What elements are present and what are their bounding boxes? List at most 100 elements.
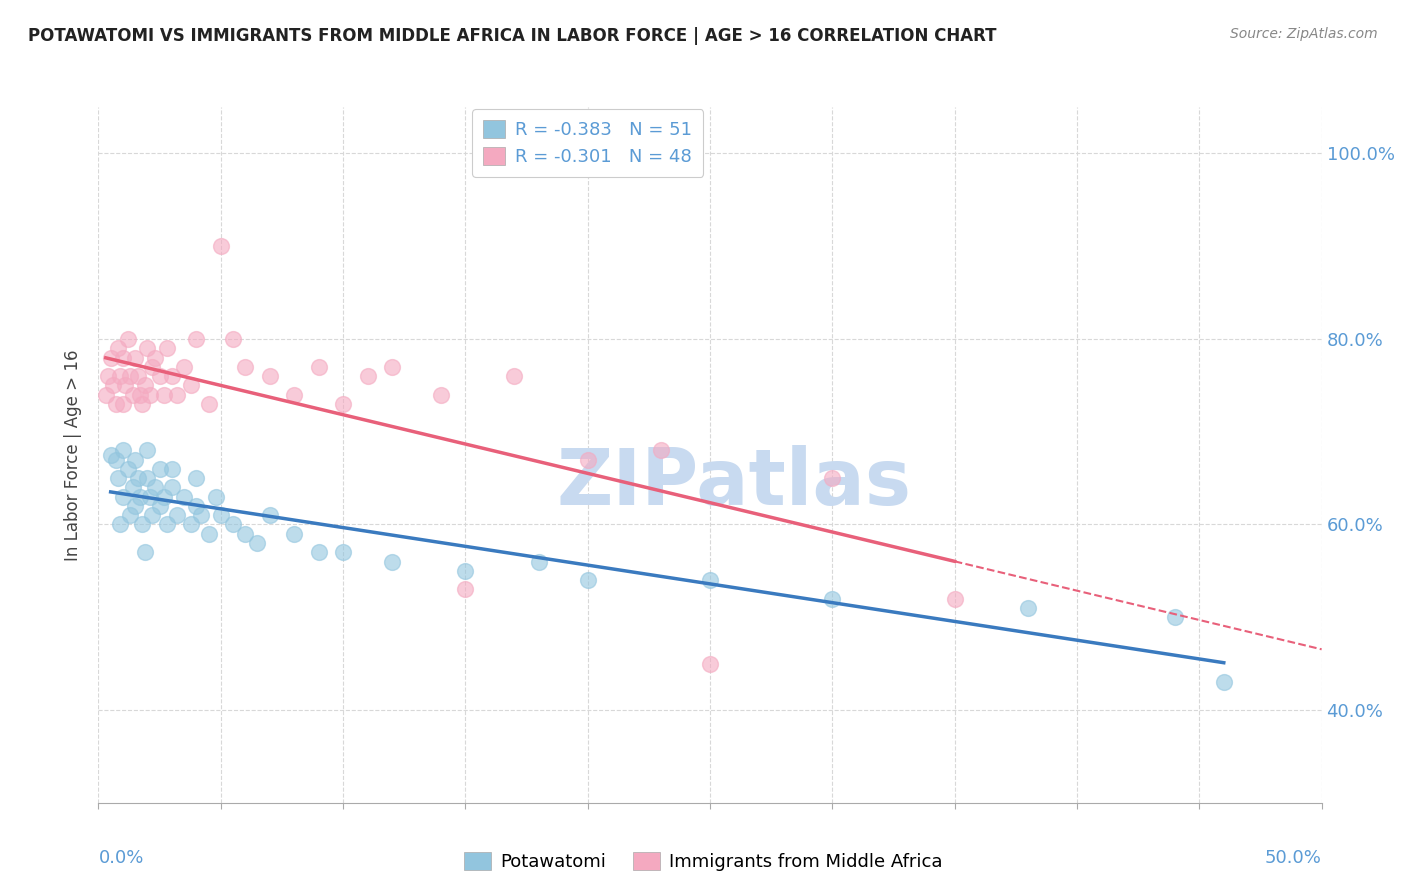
Point <box>454 564 477 578</box>
Point <box>308 545 330 559</box>
Point <box>104 452 127 467</box>
Point <box>222 517 245 532</box>
Point <box>141 359 163 374</box>
Point <box>111 490 134 504</box>
Point <box>100 351 122 365</box>
Point <box>100 448 122 462</box>
Point <box>650 443 672 458</box>
Point <box>114 378 136 392</box>
Point <box>173 359 195 374</box>
Point <box>186 332 208 346</box>
Point <box>131 397 153 411</box>
Point <box>821 471 844 485</box>
Point <box>205 490 228 504</box>
Text: Source: ZipAtlas.com: Source: ZipAtlas.com <box>1230 27 1378 41</box>
Point <box>110 369 132 384</box>
Point <box>134 545 156 559</box>
Point <box>97 369 120 384</box>
Point <box>153 387 176 401</box>
Point <box>308 359 330 374</box>
Point <box>136 443 159 458</box>
Point <box>259 508 281 523</box>
Point <box>197 526 219 541</box>
Point <box>136 471 159 485</box>
Point <box>527 555 550 569</box>
Point <box>356 369 378 384</box>
Point <box>127 369 149 384</box>
Point <box>143 480 166 494</box>
Point <box>283 387 305 401</box>
Point <box>120 508 142 523</box>
Point <box>209 508 232 523</box>
Point <box>104 397 127 411</box>
Point <box>246 536 269 550</box>
Point <box>233 526 256 541</box>
Point <box>117 332 139 346</box>
Point <box>149 499 172 513</box>
Point <box>124 499 146 513</box>
Point <box>180 517 202 532</box>
Point <box>943 591 966 606</box>
Point <box>120 369 142 384</box>
Point <box>332 397 354 411</box>
Point <box>381 359 404 374</box>
Point <box>143 351 166 365</box>
Point <box>160 369 183 384</box>
Legend: R = -0.383   N = 51, R = -0.301   N = 48: R = -0.383 N = 51, R = -0.301 N = 48 <box>472 109 703 177</box>
Point <box>129 490 152 504</box>
Point <box>129 387 152 401</box>
Point <box>127 471 149 485</box>
Text: 50.0%: 50.0% <box>1265 849 1322 867</box>
Point <box>156 341 179 355</box>
Point <box>111 443 134 458</box>
Point <box>111 351 134 365</box>
Point <box>101 378 124 392</box>
Point <box>503 369 526 384</box>
Point <box>222 332 245 346</box>
Point <box>699 657 721 671</box>
Point <box>124 452 146 467</box>
Point <box>134 378 156 392</box>
Point <box>94 387 117 401</box>
Point <box>454 582 477 597</box>
Point <box>107 341 129 355</box>
Point <box>180 378 202 392</box>
Point <box>156 517 179 532</box>
Point <box>139 490 162 504</box>
Point <box>1212 675 1234 690</box>
Point <box>332 545 354 559</box>
Point <box>576 452 599 467</box>
Point <box>186 471 208 485</box>
Text: 0.0%: 0.0% <box>98 849 143 867</box>
Point <box>149 369 172 384</box>
Point <box>149 462 172 476</box>
Point <box>153 490 176 504</box>
Point <box>124 351 146 365</box>
Point <box>186 499 208 513</box>
Point <box>166 508 188 523</box>
Point <box>160 480 183 494</box>
Text: POTAWATOMI VS IMMIGRANTS FROM MIDDLE AFRICA IN LABOR FORCE | AGE > 16 CORRELATIO: POTAWATOMI VS IMMIGRANTS FROM MIDDLE AFR… <box>28 27 997 45</box>
Point <box>190 508 212 523</box>
Text: ZIPatlas: ZIPatlas <box>557 445 912 521</box>
Point <box>121 480 143 494</box>
Point <box>139 387 162 401</box>
Point <box>821 591 844 606</box>
Point <box>699 573 721 587</box>
Point <box>160 462 183 476</box>
Point <box>1017 601 1039 615</box>
Point <box>259 369 281 384</box>
Point <box>131 517 153 532</box>
Point <box>283 526 305 541</box>
Point <box>197 397 219 411</box>
Point <box>173 490 195 504</box>
Point <box>107 471 129 485</box>
Point <box>141 508 163 523</box>
Point <box>430 387 453 401</box>
Y-axis label: In Labor Force | Age > 16: In Labor Force | Age > 16 <box>65 349 83 561</box>
Point <box>209 239 232 253</box>
Point <box>381 555 404 569</box>
Point <box>576 573 599 587</box>
Point <box>233 359 256 374</box>
Point <box>111 397 134 411</box>
